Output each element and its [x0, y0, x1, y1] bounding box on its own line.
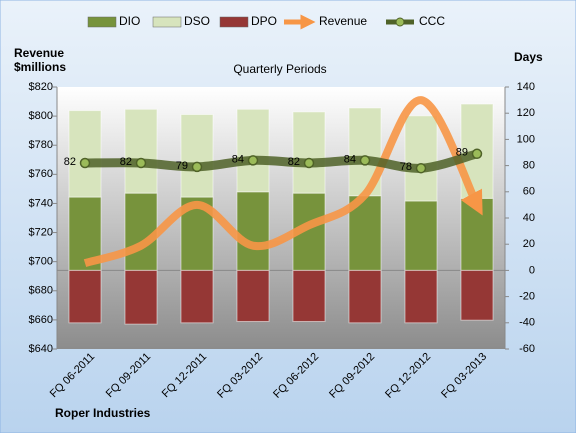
- bar: [404, 200, 438, 271]
- y-tick-label: $760: [29, 168, 53, 180]
- data-label: 82: [120, 156, 132, 168]
- y2-tick-label: -60: [519, 343, 535, 355]
- bar: [404, 115, 438, 202]
- bar: [292, 269, 326, 322]
- legend-label: Revenue: [319, 14, 367, 28]
- bar: [236, 269, 270, 322]
- y2-tick-label: 40: [523, 212, 535, 224]
- bar: [236, 108, 270, 193]
- point: [303, 157, 315, 169]
- y-axis-label: Revenue $millions: [14, 46, 66, 74]
- y-tick-label: $740: [29, 197, 53, 209]
- y2-tick-label: 0: [529, 264, 535, 276]
- y2-tick-label: 60: [523, 186, 535, 198]
- plot-area: [57, 87, 505, 349]
- data-label: 82: [288, 156, 300, 168]
- legend-label: DPO: [251, 14, 277, 28]
- point: [471, 148, 483, 160]
- bar: [236, 191, 270, 271]
- legend-label: CCC: [419, 14, 445, 28]
- y2-tick-label: 100: [517, 133, 535, 145]
- bar: [460, 269, 494, 321]
- y2-axis-label: Days: [514, 50, 543, 64]
- bar: [124, 108, 158, 194]
- legend-swatch: [152, 16, 182, 28]
- point: [79, 157, 91, 169]
- y2-tick-label: -20: [519, 291, 535, 303]
- data-label: 89: [456, 147, 468, 159]
- line: [83, 96, 483, 267]
- y-tick-label: $820: [29, 81, 53, 93]
- point: [247, 155, 259, 166]
- legend-swatch: [219, 16, 249, 28]
- legend-swatch: [87, 16, 117, 28]
- y-tick-label: $660: [29, 314, 53, 326]
- subtitle: Quarterly Periods: [233, 62, 326, 76]
- legend-label: DSO: [184, 14, 210, 28]
- legend-swatch: [395, 17, 405, 27]
- y2-tick-label: 20: [523, 238, 535, 250]
- bar: [68, 110, 102, 198]
- y2-tick-label: 140: [517, 81, 535, 93]
- y2-tick-label: -40: [519, 317, 535, 329]
- bar: [348, 269, 382, 324]
- data-label: 79: [176, 160, 188, 172]
- point: [135, 157, 147, 169]
- bar: [124, 269, 158, 325]
- y-tick-label: $720: [29, 226, 53, 238]
- y-tick-label: $800: [29, 110, 53, 122]
- legend-label: DIO: [119, 14, 140, 28]
- bar: [292, 111, 326, 194]
- y-tick-label: $640: [29, 343, 53, 355]
- bar: [68, 269, 102, 324]
- point: [415, 162, 427, 174]
- y-tick-label: $680: [29, 285, 53, 297]
- legend: DIO DSO DPO Revenue CCC: [87, 14, 445, 30]
- footer: Roper Industries: [55, 406, 151, 420]
- y-tick-label: $780: [29, 139, 53, 151]
- point: [359, 155, 371, 166]
- data-label: 84: [232, 153, 244, 165]
- y2-tick-label: 120: [517, 107, 535, 119]
- bar: [124, 192, 158, 271]
- bar: [180, 114, 214, 198]
- bar: [404, 269, 438, 324]
- bar: [460, 197, 494, 271]
- data-label: 84: [344, 153, 356, 165]
- point: [191, 161, 203, 173]
- y2-tick-label: 80: [523, 160, 535, 172]
- data-label: 78: [400, 161, 412, 173]
- bar: [180, 269, 214, 324]
- y-tick-label: $700: [29, 256, 53, 268]
- data-label: 82: [64, 156, 76, 168]
